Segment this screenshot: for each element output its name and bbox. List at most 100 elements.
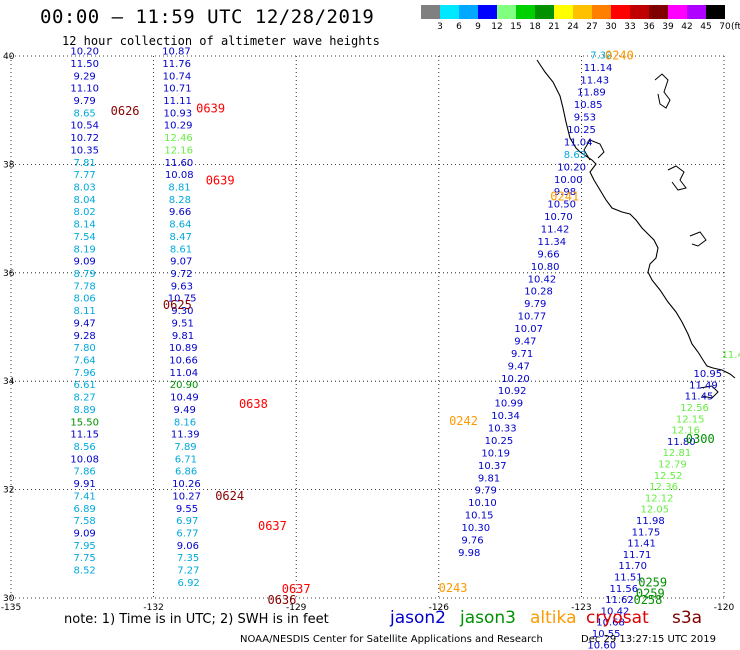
- wave-height-value: 10.95: [694, 369, 723, 380]
- wave-height-value: 9.71: [511, 349, 533, 360]
- wave-height-value: 10.54: [70, 121, 99, 132]
- wave-height-value: 9.07: [170, 257, 192, 268]
- wave-height-value: 10.93: [164, 108, 193, 119]
- legend-label: 70: [719, 22, 731, 32]
- axis-ticks: -135 -132 -129 -126 -123 -120 40 38 36 34 32 30: [1, 52, 735, 613]
- wave-height-value: 12.15: [676, 414, 705, 425]
- wave-height-value: 10.19: [481, 448, 510, 459]
- wave-height-value: 11.50: [70, 59, 99, 70]
- legend-label: 18: [529, 22, 541, 32]
- wave-height-value: 8.56: [74, 442, 96, 453]
- wave-height-value: 11.80: [667, 437, 696, 448]
- wave-height-value: 7.54: [74, 232, 96, 243]
- wave-height-value: 8.11: [74, 306, 96, 317]
- wave-height-value: 11.56: [610, 584, 639, 595]
- altimeter-tracks: 10.2011.509.2911.109.798.6510.5410.7210.…: [70, 47, 740, 650]
- wave-height-value: 11.34: [537, 237, 566, 248]
- wave-height-value: 10.49: [170, 393, 199, 404]
- wave-height-value: 7.96: [74, 368, 96, 379]
- pass-time-label: 0240: [605, 48, 634, 62]
- pass-time-label: 0626: [111, 104, 140, 118]
- wave-height-value: 12.81: [663, 448, 692, 459]
- wave-height-value: 10.50: [547, 200, 576, 211]
- wave-height-value: 12.16: [671, 426, 700, 437]
- footnote: note: 1) Time is in UTC; 2) SWH is in fe…: [64, 612, 329, 627]
- wave-height-value: 11.51: [614, 572, 643, 583]
- wave-height-value: 10.08: [70, 454, 99, 465]
- lat-tick-label: 38: [3, 160, 15, 170]
- pass-labels: 0626 063906390625063806240637063706360240…: [111, 48, 715, 607]
- legend-label: 12: [491, 22, 503, 32]
- legend-label: 3: [437, 22, 443, 32]
- wave-height-value: 9.79: [74, 96, 96, 107]
- wave-height-value: 8.16: [174, 417, 196, 428]
- pass-time-label: 0241: [550, 189, 579, 203]
- track-a: 10.2011.509.2911.109.798.6510.5410.7210.…: [70, 47, 99, 577]
- wave-height-value: 10.42: [601, 606, 630, 617]
- wave-height-value: 10.08: [165, 170, 194, 181]
- legend-label: 45: [700, 22, 712, 32]
- wave-height-value: 9.63: [171, 281, 193, 292]
- wave-height-value: 7.35: [177, 553, 199, 564]
- wave-height-value: 9.28: [74, 331, 96, 342]
- wave-height-value: 8.04: [74, 195, 96, 206]
- wave-height-value: 20.90: [170, 380, 199, 391]
- wave-height-value: 10.29: [164, 121, 193, 132]
- wave-height-value: 8.65: [74, 108, 96, 119]
- track-c: 7.3211.1411.4311.8910.859.5310.2511.048.…: [458, 50, 612, 559]
- legend-swatch: [459, 5, 478, 19]
- wave-height-value: 12.52: [654, 471, 683, 482]
- legend-swatch: [706, 5, 725, 19]
- wave-height-value: 9.09: [74, 257, 96, 268]
- pass-time-label: 0624: [215, 489, 244, 503]
- legend-label: 6: [456, 22, 462, 32]
- legend-swatch: [516, 5, 535, 19]
- lake-outline: [654, 73, 671, 109]
- wave-height-value: 11.70: [618, 561, 647, 572]
- wave-height-value: 11.04: [564, 137, 593, 148]
- pass-time-label: 0243: [439, 581, 468, 595]
- wave-height-value: 9.55: [176, 504, 198, 515]
- wave-height-value: 8.63: [564, 150, 586, 161]
- wave-height-value: 7.75: [74, 553, 96, 564]
- coastline-inland: [583, 139, 605, 161]
- wave-height-value: 10.89: [169, 343, 198, 354]
- wave-height-value: 7.80: [74, 343, 96, 354]
- wave-height-value: 6.71: [175, 454, 197, 465]
- wave-height-value: 7.95: [74, 541, 96, 552]
- wave-height-value: 12.79: [658, 459, 687, 470]
- wave-height-value: 12.05: [640, 505, 669, 516]
- wave-height-value: 10.85: [574, 100, 603, 111]
- lon-tick-label: -132: [143, 603, 163, 613]
- wave-height-value: 10.28: [524, 287, 553, 298]
- pass-time-label: 0639: [206, 174, 235, 188]
- wave-height-value: 8.28: [169, 195, 191, 206]
- wave-height-value: 10.75: [168, 294, 197, 305]
- wave-height-value: 7.78: [74, 281, 96, 292]
- wave-height-value: 10.35: [70, 145, 99, 156]
- satellite-legend-item: jason2: [390, 608, 446, 628]
- wave-height-value: 12.12: [645, 493, 674, 504]
- wave-height-value: 11.44: [722, 350, 740, 361]
- wave-height-value: 9.91: [74, 479, 96, 490]
- lon-tick-label: -126: [429, 603, 450, 613]
- wave-height-value: 15.50: [70, 417, 99, 428]
- credit-text: NOAA/NESDIS Center for Satellite Applica…: [240, 634, 543, 645]
- lake-outline-3: [689, 231, 707, 247]
- wave-height-value: 10.92: [498, 386, 527, 397]
- island-outline: [699, 385, 719, 399]
- legend-swatch: [554, 5, 573, 19]
- wave-height-value: 8.64: [169, 220, 191, 231]
- wave-height-value: 11.76: [162, 59, 191, 70]
- wave-height-value: 9.51: [172, 318, 194, 329]
- lat-tick-label: 40: [3, 52, 15, 62]
- page-subtitle: 12 hour collection of altimeter wave hei…: [62, 34, 380, 48]
- wave-height-value: 10.34: [491, 411, 520, 422]
- wave-height-value: 10.07: [514, 324, 543, 335]
- legend-swatch: [649, 5, 668, 19]
- legend-label: 36: [643, 22, 655, 32]
- legend-swatch: [592, 5, 611, 19]
- wave-height-value: 10.80: [531, 262, 560, 273]
- wave-height-value: 9.66: [169, 207, 191, 218]
- wave-height-value: 11.11: [163, 96, 192, 107]
